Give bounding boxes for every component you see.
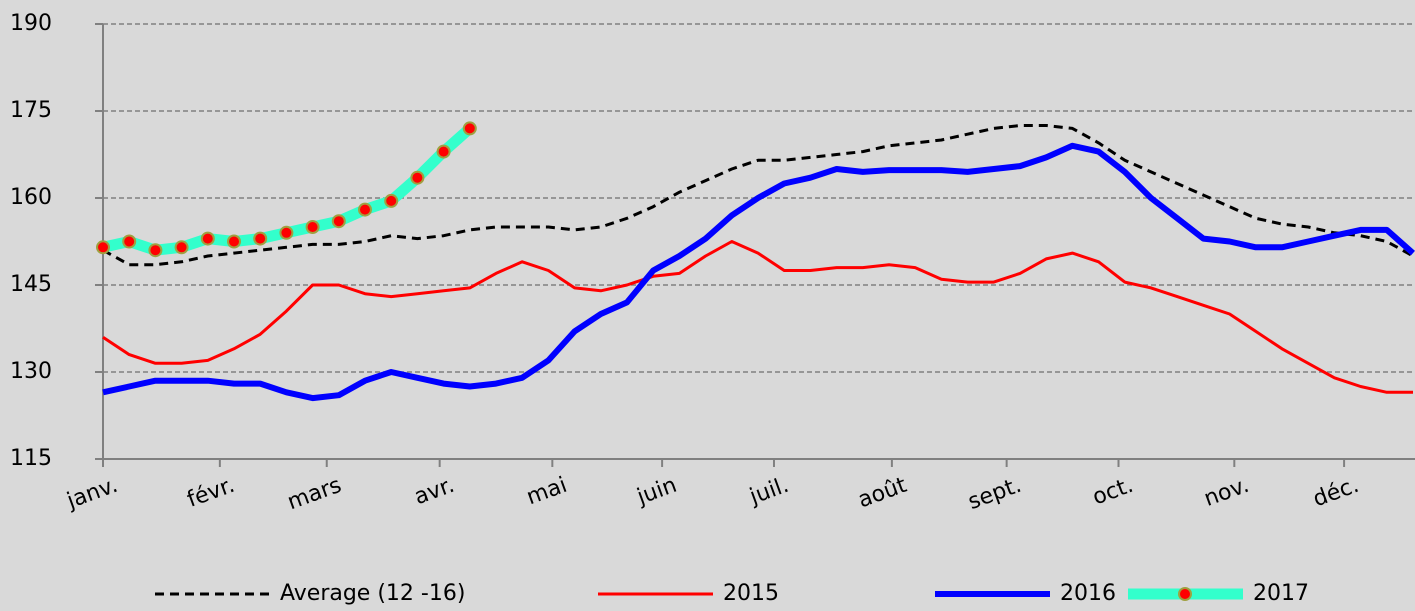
- series-line: [102, 124, 1414, 267]
- marker: [462, 121, 477, 136]
- x-tick-label: août: [855, 473, 910, 514]
- marker: [122, 234, 137, 249]
- marker: [253, 231, 268, 246]
- x-tick-label: oct.: [1089, 473, 1136, 511]
- marker: [436, 144, 451, 159]
- y-tick-label: 115: [10, 446, 52, 471]
- x-tick-label: nov.: [1201, 473, 1253, 512]
- marker: [200, 231, 215, 246]
- x-tick-label: déc.: [1310, 473, 1362, 512]
- marker: [148, 243, 163, 258]
- x-tick-label: mai: [523, 473, 570, 511]
- y-tick-label: 130: [10, 359, 52, 384]
- y-tick-label: 160: [10, 185, 52, 210]
- marker: [358, 202, 372, 217]
- marker: [410, 170, 425, 185]
- legend-label: 2016: [1060, 581, 1116, 606]
- x-tick-label: févr.: [184, 473, 238, 513]
- marker: [305, 220, 320, 234]
- marker: [331, 214, 346, 229]
- marker: [174, 240, 189, 255]
- series-line: [102, 240, 1413, 394]
- x-tick-label: avr.: [411, 473, 458, 510]
- y-tick-label: 145: [10, 272, 52, 297]
- x-tick-label: juil.: [746, 473, 792, 510]
- y-tick-label: 190: [10, 11, 52, 36]
- legend-marker: [1178, 587, 1192, 601]
- legend-label: 2017: [1253, 581, 1309, 606]
- marker: [96, 240, 110, 255]
- x-tick-label: sept.: [965, 473, 1025, 515]
- x-tick-label: juin: [633, 473, 680, 511]
- x-tick-label: mars: [284, 473, 345, 515]
- x-tick-label: janv.: [63, 473, 121, 515]
- legend-label: Average (12 -16): [280, 581, 465, 606]
- marker: [279, 225, 294, 240]
- legend-label: 2015: [723, 581, 779, 606]
- marker: [384, 193, 399, 208]
- series-line: [102, 142, 1415, 402]
- y-tick-label: 175: [10, 98, 52, 123]
- marker: [227, 234, 241, 249]
